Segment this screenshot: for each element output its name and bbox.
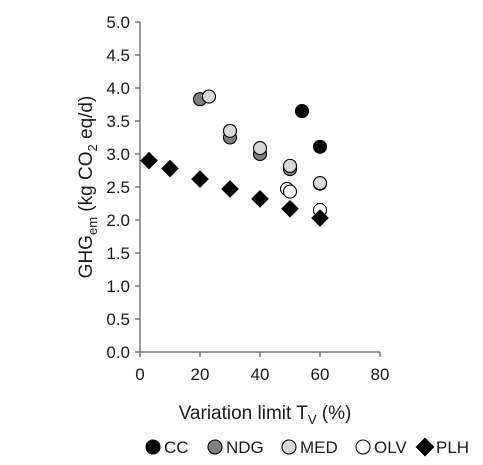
data-point-cc — [312, 139, 328, 154]
legend: CC NDG MED OLV PLH — [145, 437, 469, 457]
data-point-plh — [281, 199, 299, 218]
legend-marker-cc — [145, 439, 161, 455]
legend-item-med: MED — [281, 438, 338, 457]
data-point-plh — [191, 170, 209, 188]
data-point-plh — [221, 180, 239, 198]
y-tick-label: 3.0 — [106, 145, 130, 164]
data-point-med — [222, 123, 238, 138]
y-tick-label: 1.5 — [106, 244, 130, 263]
data-point-plh — [161, 159, 179, 178]
y-tick-label: 5.0 — [106, 13, 130, 32]
legend-marker-ndg — [207, 439, 223, 455]
y-tick-label: 3.5 — [106, 112, 130, 131]
y-tick-label: 2.5 — [106, 178, 130, 197]
data-point-olv — [282, 184, 298, 199]
data-point-med — [252, 141, 268, 156]
legend-item-cc: CC — [145, 438, 189, 457]
data-point-med — [201, 89, 217, 104]
legend-item-plh: PLH — [415, 437, 469, 457]
data-points — [140, 89, 329, 227]
axes — [135, 21, 381, 357]
x-tick-label: 0 — [135, 365, 144, 384]
legend-label-ndg: NDG — [226, 438, 264, 457]
legend-label-med: MED — [300, 438, 338, 457]
axis-titles: Variation limit TV (%) GHGem (kg CO2 eq/d… — [76, 96, 351, 427]
y-axis-title: GHGem (kg CO2 eq/d) — [76, 96, 100, 279]
y-tick-label: 4.5 — [106, 46, 130, 65]
x-axis-title: Variation limit TV (%) — [179, 403, 352, 427]
data-point-plh — [251, 190, 269, 208]
legend-item-olv: OLV — [355, 438, 407, 457]
legend-label-plh: PLH — [436, 438, 469, 457]
legend-label-cc: CC — [164, 438, 189, 457]
y-tick-label: 2.0 — [106, 211, 130, 230]
x-tick-label: 40 — [251, 365, 270, 384]
x-tick-label: 20 — [191, 365, 210, 384]
data-point-med — [312, 175, 328, 191]
data-point-cc — [294, 104, 310, 119]
series-cc — [294, 104, 328, 154]
legend-marker-med — [281, 439, 297, 455]
y-tick-label: 1.0 — [106, 277, 130, 296]
data-point-plh — [311, 209, 329, 227]
y-tick-label: 4.0 — [106, 79, 130, 98]
x-tick-label: 80 — [371, 365, 390, 384]
data-point-plh — [140, 151, 158, 170]
y-tick-label: 0.0 — [106, 343, 130, 362]
y-tick-label: 0.5 — [106, 310, 130, 329]
x-tick-label: 60 — [311, 365, 330, 384]
series-med — [201, 89, 328, 191]
tick-labels: 0.0 0.5 1.0 1.5 2.0 2.5 3.0 3.5 4.0 4.5 5.0 0 20 40 60… — [106, 13, 389, 384]
legend-item-ndg: NDG — [207, 438, 264, 457]
legend-marker-olv — [355, 439, 371, 455]
legend-label-olv: OLV — [374, 438, 407, 457]
data-point-med — [282, 158, 298, 173]
legend-marker-plh — [415, 437, 435, 457]
series-plh — [140, 151, 329, 227]
